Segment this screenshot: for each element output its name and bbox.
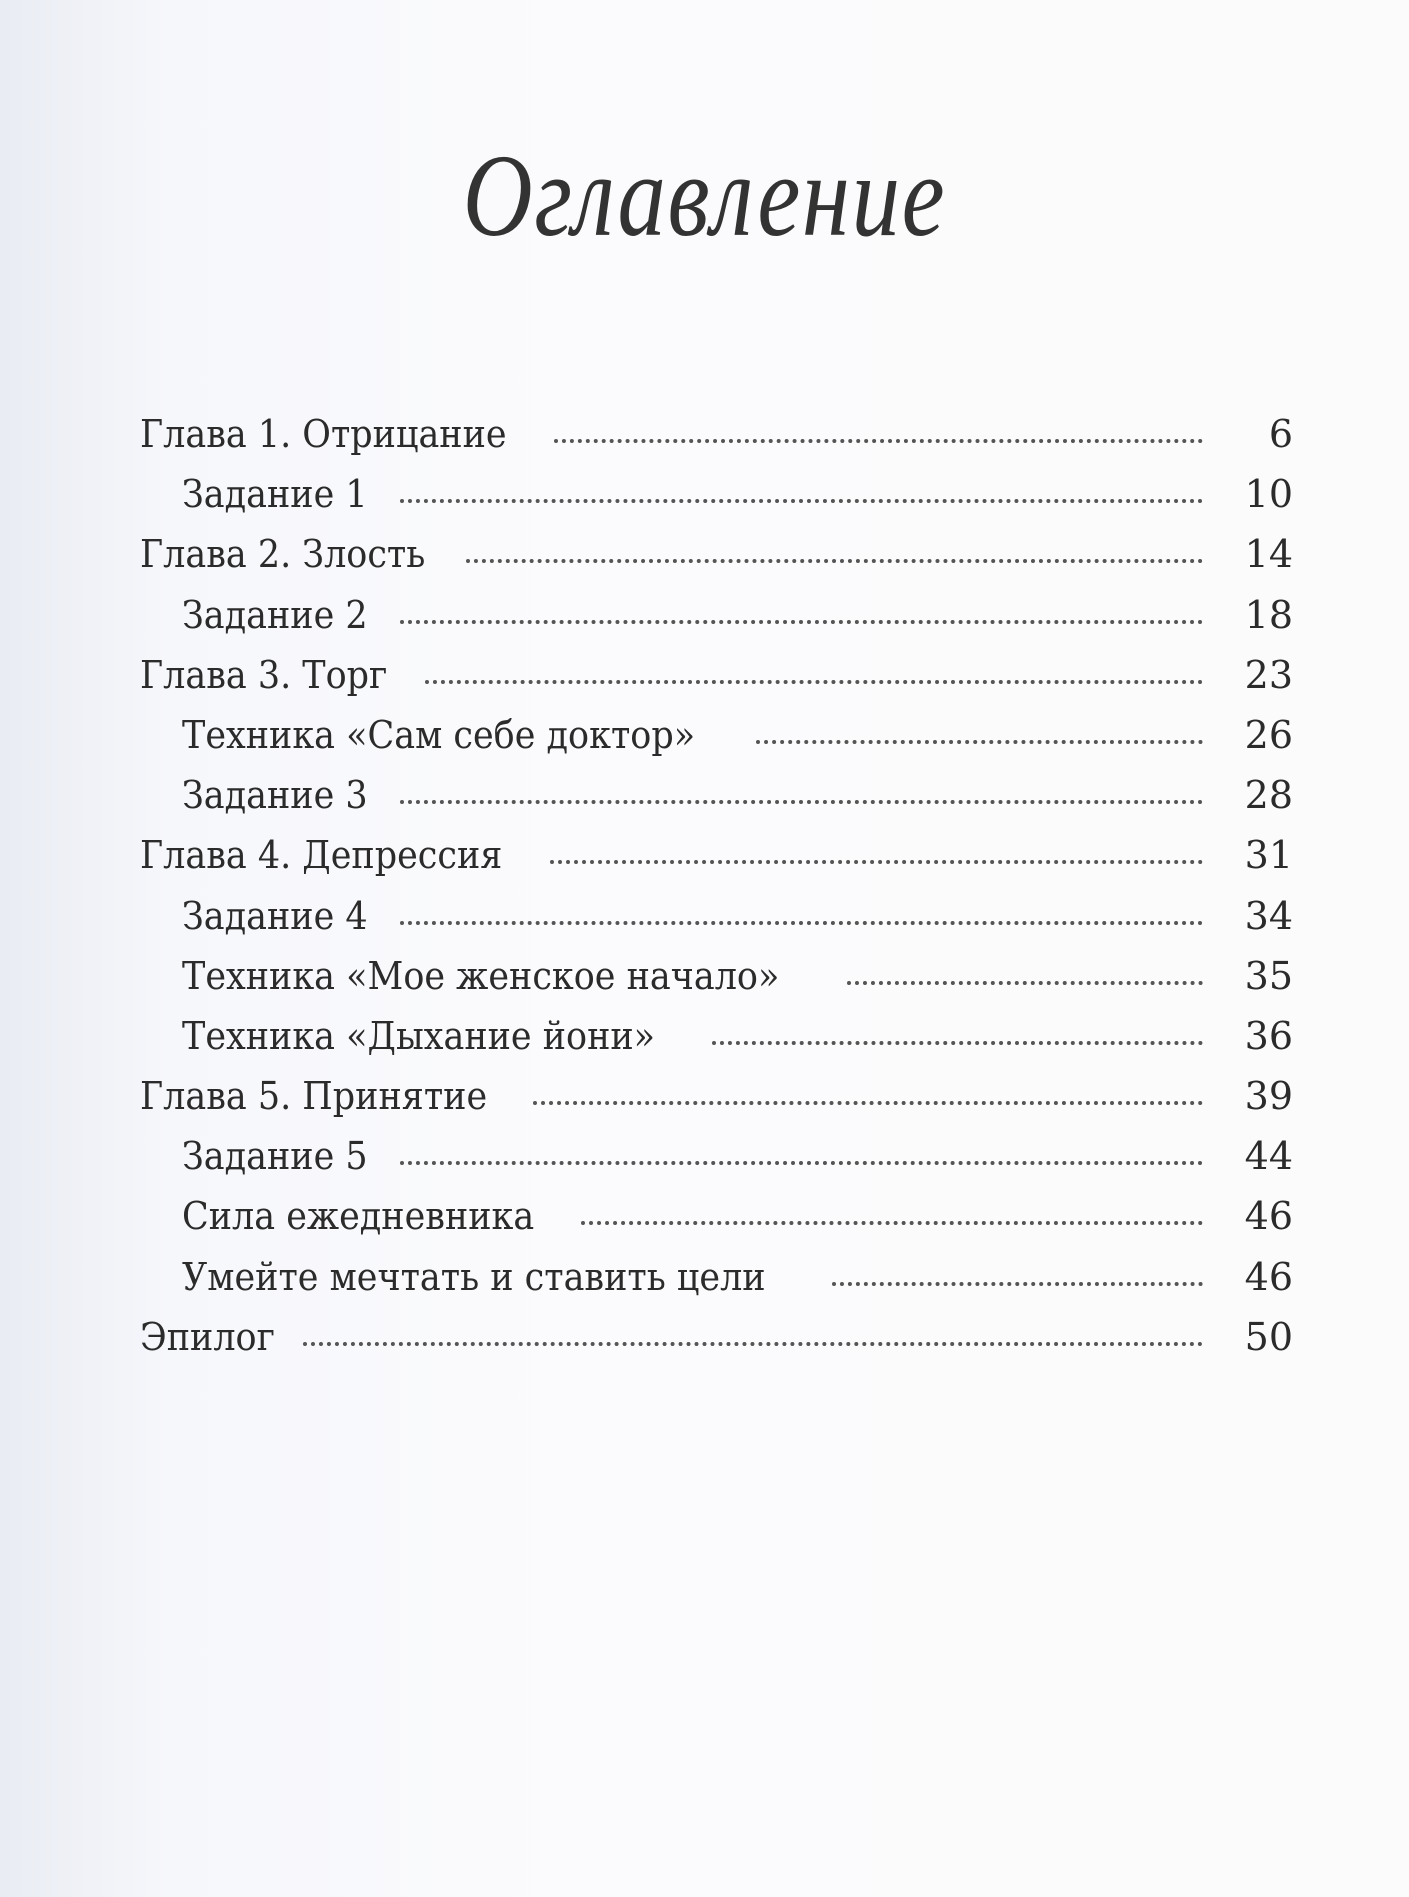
toc-entry[interactable]: Эпилог 50 [140,1315,1293,1375]
dot-leader [399,920,1203,925]
dot-leader [712,1040,1203,1045]
dot-leader [302,1341,1203,1346]
toc-entry-page: 36 [1244,1013,1293,1058]
toc-entry[interactable]: Глава 5. Принятие 39 [140,1074,1293,1134]
dot-leader [755,739,1203,744]
toc-entry-page: 50 [1244,1314,1293,1359]
toc-entry-label: Глава 3. Торг [140,652,388,697]
toc-entry-label: Задание 4 [182,893,368,938]
toc-entry[interactable]: Задание 4 34 [140,894,1293,954]
toc-entry-page: 14 [1244,532,1293,577]
table-of-contents: Глава 1. Отрицание 6 Задание 1 10 Глава 2. З… [140,412,1293,1375]
dot-leader [424,679,1203,684]
toc-entry-page: 26 [1244,712,1293,757]
dot-leader [399,800,1203,805]
toc-entry-label: Задание 5 [182,1134,368,1179]
toc-entry-label: Глава 1. Отрицание [140,412,507,456]
dot-leader [466,559,1203,564]
dot-leader [832,1281,1203,1286]
dot-leader [399,1161,1203,1166]
toc-entry-label: Глава 4. Депрессия [140,833,503,878]
toc-entry[interactable]: Сила ежедневника 46 [140,1194,1293,1254]
toc-entry-label: Техника «Дыхание йони» [182,1013,656,1058]
toc-entry[interactable]: Глава 1. Отрицание 6 [140,412,1293,472]
toc-entry-page: 44 [1244,1134,1293,1179]
dot-leader [533,1101,1203,1106]
toc-entry-page: 34 [1244,893,1293,938]
toc-entry-label: Глава 2. Злость [140,532,426,577]
toc-entry[interactable]: Задание 2 18 [140,593,1293,653]
toc-entry[interactable]: Задание 5 44 [140,1134,1293,1194]
toc-entry[interactable]: Техника «Дыхание йони» 36 [140,1014,1293,1074]
toc-entry[interactable]: Техника «Мое женское начало» 35 [140,954,1293,1014]
toc-entry-label: Техника «Сам себе доктор» [182,712,696,757]
toc-entry[interactable]: Задание 1 10 [140,472,1293,532]
toc-entry[interactable]: Умейте мечтать и ставить цели 46 [140,1255,1293,1315]
dot-leader [399,619,1203,624]
toc-entry-label: Умейте мечтать и ставить цели [182,1254,766,1299]
dot-leader [549,860,1203,865]
toc-entry-page: 28 [1244,773,1293,818]
toc-entry-label: Задание 2 [182,592,368,637]
toc-entry-label: Техника «Мое женское начало» [182,953,780,998]
toc-entry-page: 6 [1268,412,1293,456]
toc-entry-page: 18 [1244,592,1293,637]
toc-entry-page: 31 [1244,833,1293,878]
toc-entry-label: Задание 1 [182,472,368,517]
dot-leader [580,1221,1203,1226]
toc-entry[interactable]: Задание 3 28 [140,773,1293,833]
toc-entry[interactable]: Техника «Сам себе доктор» 26 [140,713,1293,773]
dot-leader [399,499,1203,504]
toc-entry[interactable]: Глава 4. Депрессия 31 [140,833,1293,893]
toc-entry-page: 23 [1244,652,1293,697]
toc-entry-label: Задание 3 [182,773,368,818]
dot-leader [554,439,1203,443]
page-title: Оглавление [462,130,947,261]
toc-entry[interactable]: Глава 3. Торг 23 [140,653,1293,713]
toc-entry-page: 10 [1244,472,1293,517]
toc-entry-page: 46 [1244,1254,1293,1299]
toc-entry-page: 46 [1244,1194,1293,1239]
toc-entry-page: 35 [1244,953,1293,998]
toc-entry-label: Глава 5. Принятие [140,1074,488,1119]
toc-entry-label: Сила ежедневника [182,1194,535,1239]
dot-leader [847,980,1203,985]
toc-entry[interactable]: Глава 2. Злость 14 [140,532,1293,592]
toc-entry-page: 39 [1244,1074,1293,1119]
toc-entry-label: Эпилог [140,1314,275,1359]
